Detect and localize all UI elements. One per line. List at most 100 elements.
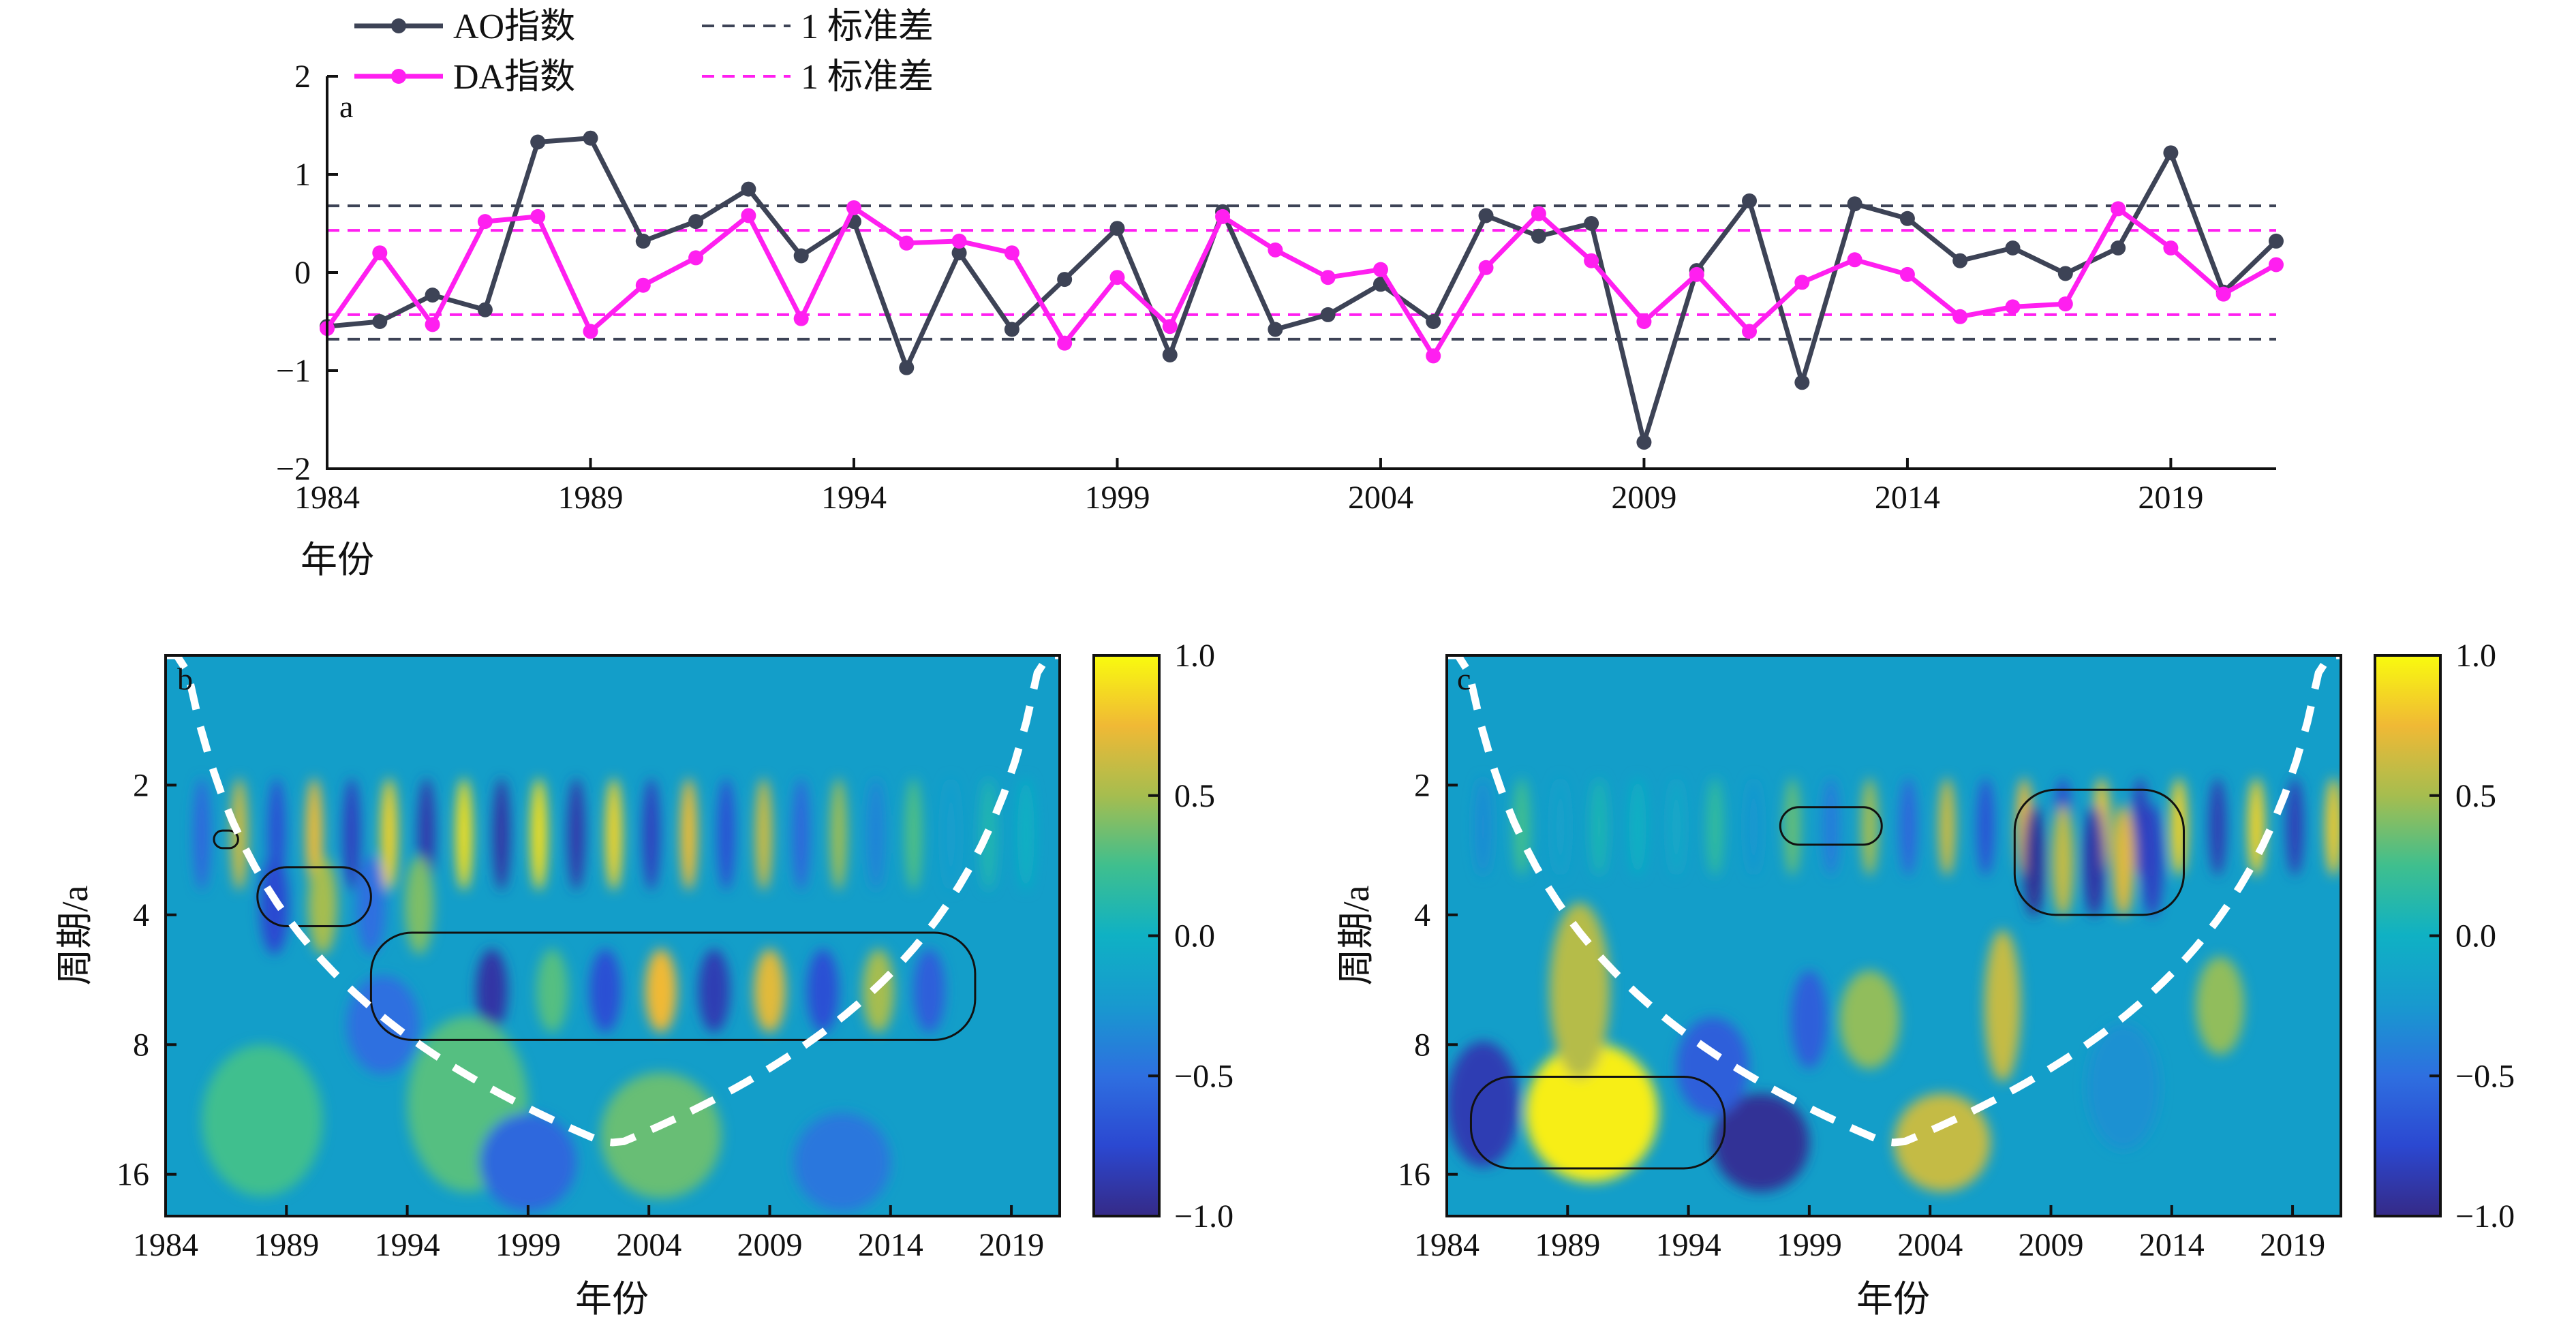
series-line — [325, 205, 2278, 358]
panel-b-axes: 1984 1989 1994 1999 2004 2009 2014 2019 2 4 8 16 — [117, 654, 1061, 1263]
heatmap-cell — [202, 1044, 323, 1197]
heatmap-cell — [1938, 777, 1956, 876]
significance-contour — [369, 931, 977, 1041]
data-point — [530, 208, 546, 224]
data-point — [1899, 266, 1915, 282]
x-tick-label: 2014 — [858, 1227, 923, 1263]
data-point — [1320, 270, 1336, 285]
data-point — [1689, 266, 1704, 282]
x-tick-label: 2009 — [737, 1227, 802, 1263]
panel-c-label: c — [1457, 662, 1471, 696]
significance-contours — [1469, 788, 2186, 1170]
x-tick-label: 2004 — [1348, 480, 1413, 516]
data-point — [1952, 253, 1968, 268]
data-point — [1636, 314, 1652, 329]
data-point — [1847, 196, 1862, 212]
data-point — [2005, 299, 2021, 315]
x-tick-label: 2004 — [616, 1227, 681, 1263]
heatmap-cell — [1839, 970, 1900, 1069]
x-tick-label: 1984 — [1414, 1227, 1479, 1263]
significance-contours — [213, 829, 977, 1041]
data-point — [2269, 257, 2284, 273]
series-group — [320, 130, 2284, 450]
heatmap-cell — [308, 856, 337, 954]
data-point — [1636, 435, 1652, 450]
heatmap-cell — [863, 948, 895, 1033]
data-point — [2057, 266, 2073, 281]
heatmap-cell — [2286, 777, 2304, 876]
data-point — [1899, 211, 1915, 226]
data-point — [1215, 208, 1231, 224]
axis-frame — [1445, 654, 2342, 1217]
heatmap-cell — [2196, 957, 2245, 1055]
axis-frame — [164, 654, 1061, 1217]
data-point — [425, 317, 440, 332]
x-tick-label: 1994 — [375, 1227, 440, 1263]
data-point — [1584, 216, 1599, 231]
significance-contour — [1469, 1075, 1726, 1170]
panel-b-wavelet: 1984 1989 1994 1999 2004 2009 2014 2019 2 4 8 16 年份… — [55, 638, 1233, 1320]
colorbar-tick-label: −0.5 — [1174, 1058, 1233, 1094]
heatmap-cell — [2209, 777, 2226, 876]
heatmap-cell — [589, 948, 622, 1033]
data-point — [1268, 242, 1283, 258]
heatmap-cell — [193, 778, 211, 890]
data-point — [1004, 322, 1019, 337]
colorbar-tick-label: 0.5 — [2455, 778, 2496, 814]
colorbar-tick-label: 1.0 — [1174, 638, 1215, 674]
data-point — [372, 314, 388, 329]
heatmap-cell — [905, 778, 922, 890]
heatmap-cell — [230, 778, 248, 890]
heatmap-cell — [793, 1113, 891, 1212]
y-tick-label: 16 — [117, 1157, 149, 1193]
heatmap-cell — [643, 778, 660, 890]
data-point — [1952, 309, 1968, 324]
heatmap-cell — [1017, 778, 1034, 890]
data-point — [635, 233, 651, 249]
panel-c-xlabel: 年份 — [1856, 1279, 1930, 1320]
panel-c-axes: 1984 1989 1994 1999 2004 2009 2014 2019 2 4 8 16 — [1398, 654, 2342, 1263]
data-point — [1004, 245, 1019, 261]
data-point — [2005, 240, 2021, 255]
data-point — [1057, 272, 1073, 287]
heatmap-cell — [356, 856, 386, 954]
heatmap-cell — [793, 778, 810, 890]
data-point — [2163, 145, 2179, 161]
x-tick-label: 2014 — [1875, 480, 1940, 516]
heatmap-cell — [2087, 1023, 2160, 1150]
heatmap-cell — [718, 778, 735, 890]
legend-label: AO指数 — [453, 7, 575, 46]
data-point — [793, 248, 809, 264]
significance-contour — [2013, 788, 2186, 916]
heatmap-cell — [1713, 1093, 1809, 1192]
panel-a-axes: 1984 1989 1994 1999 2004 2009 2014 2019 −2 −1 0 1 2 — [276, 59, 2276, 516]
data-point — [477, 302, 493, 317]
heatmap-cell — [530, 778, 548, 890]
data-point — [1531, 206, 1546, 221]
heatmap-cell — [1706, 777, 1724, 876]
x-tick-label: 2009 — [1611, 480, 1676, 516]
data-point — [1794, 375, 1810, 390]
data-point — [1531, 228, 1546, 244]
panel-b-colorbar: 1.0 0.5 0.0 −0.5 −1.0 — [1092, 638, 1233, 1234]
heatmap-cell — [1984, 929, 2021, 1082]
data-point — [793, 311, 809, 326]
data-point — [530, 134, 546, 150]
heatmap-cell — [1783, 777, 1801, 876]
panel-c-colorbar: 1.0 0.5 0.0 −0.5 −1.0 — [2374, 638, 2515, 1234]
colorbar-tick-label: 0.5 — [1174, 778, 1215, 814]
heatmap-cell — [568, 778, 585, 890]
data-point — [1478, 260, 1494, 275]
significance-contour — [1779, 806, 1883, 846]
heatmap-cell — [2112, 805, 2134, 918]
heatmap-cell — [1552, 777, 1569, 876]
data-point — [741, 208, 756, 223]
data-point — [1742, 324, 1758, 339]
data-point — [1109, 270, 1125, 285]
heatmap-cell — [1447, 1041, 1520, 1168]
panel-a-line-chart: 1984 1989 1994 1999 2004 2009 2014 2019−2−1012 … — [276, 7, 2284, 580]
heatmap-cell — [830, 778, 847, 890]
heatmap-cell — [1977, 777, 1995, 876]
